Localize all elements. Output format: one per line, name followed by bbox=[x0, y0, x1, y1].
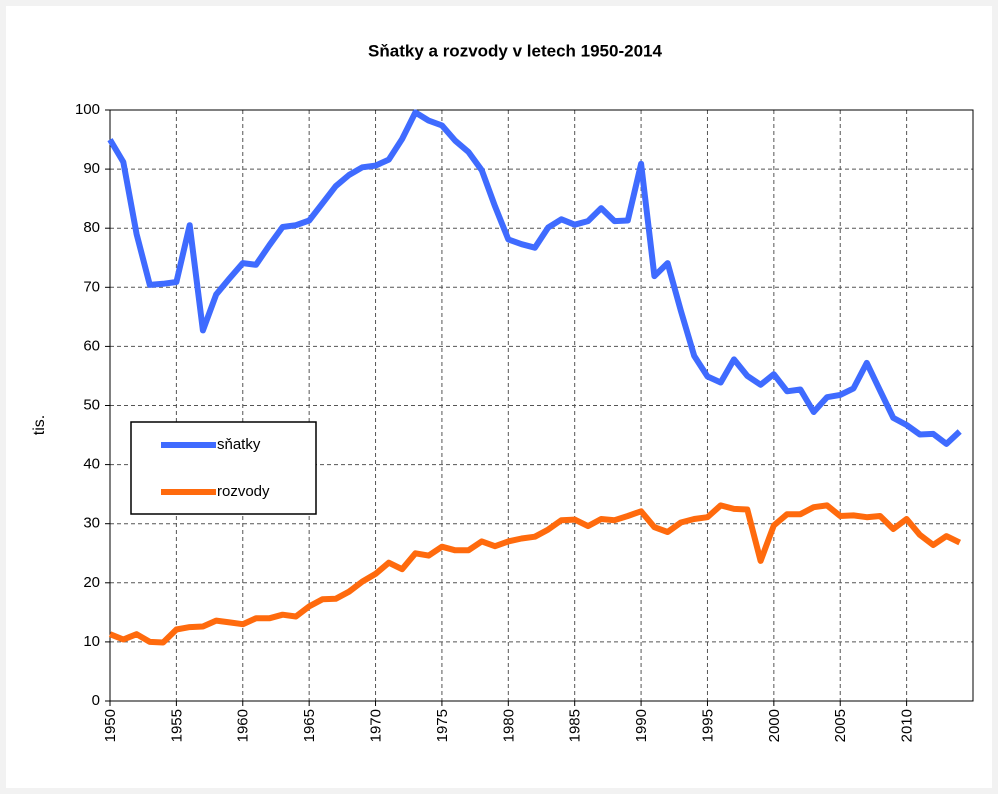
x-tick-label: 1985 bbox=[567, 709, 584, 742]
x-tick-label: 2010 bbox=[899, 709, 916, 742]
y-tick-label: 100 bbox=[75, 101, 100, 118]
x-tick-label: 1995 bbox=[699, 709, 716, 742]
x-tick-label: 2005 bbox=[832, 709, 849, 742]
y-axis-label: tis. bbox=[31, 415, 48, 435]
x-tick-label: 1965 bbox=[301, 709, 318, 742]
x-tick-label: 1955 bbox=[168, 709, 185, 742]
chart-background bbox=[6, 6, 992, 788]
y-tick-label: 30 bbox=[83, 515, 100, 532]
y-tick-label: 90 bbox=[83, 160, 100, 177]
y-tick-label: 20 bbox=[83, 574, 100, 591]
plot-frame bbox=[109, 109, 974, 702]
y-tick-label: 40 bbox=[83, 456, 100, 473]
y-tick-label: 70 bbox=[83, 278, 100, 295]
series-line bbox=[107, 109, 962, 447]
y-tick-label: 50 bbox=[83, 396, 100, 413]
x-tick-label: 1975 bbox=[434, 709, 451, 742]
y-tick-label: 0 bbox=[92, 692, 100, 709]
y-tick-label: 10 bbox=[83, 633, 100, 650]
x-tick-label: 1950 bbox=[102, 709, 119, 742]
chart-title: Sňatky a rozvody v letech 1950-2014 bbox=[368, 41, 662, 60]
legend-label: rozvody bbox=[217, 483, 270, 500]
x-tick-label: 1980 bbox=[500, 709, 517, 742]
x-tick-label: 1960 bbox=[235, 709, 252, 742]
legend-box bbox=[130, 421, 317, 515]
legend-label: sňatky bbox=[217, 436, 261, 453]
x-tick-label: 1990 bbox=[633, 709, 650, 742]
series-line bbox=[108, 502, 962, 646]
x-tick-label: 1970 bbox=[368, 709, 385, 742]
y-tick-label: 80 bbox=[83, 219, 100, 236]
y-tick-label: 60 bbox=[83, 337, 100, 354]
x-tick-label: 2000 bbox=[766, 709, 783, 742]
